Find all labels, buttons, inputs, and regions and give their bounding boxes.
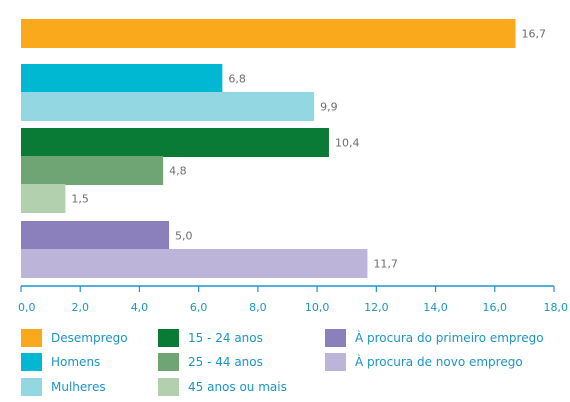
bar-homens (21, 64, 223, 93)
bar-value-label: 1,5 (71, 193, 89, 206)
x-tick-label: 0,0 (18, 301, 36, 314)
bar-value-label: 11,7 (373, 258, 398, 271)
bar-value-label: 4,8 (169, 165, 187, 178)
bar-value-label: 16,7 (522, 28, 547, 41)
x-tick-label: 12,0 (364, 301, 389, 314)
bar-desemprego (21, 19, 516, 48)
bar-value-label: 9,9 (320, 101, 338, 114)
x-tick-label: 8,0 (249, 301, 267, 314)
bar-value-label: 6,8 (228, 73, 246, 86)
x-tick-label: 6,0 (190, 301, 208, 314)
bar-15-24-anos (21, 128, 329, 157)
bar-25-44-anos (21, 156, 164, 185)
bar-value-label: 10,4 (335, 137, 360, 150)
bar-à-procura-de-novo-emprego (21, 249, 368, 278)
x-tick-label: 18,0 (544, 301, 569, 314)
x-tick-label: 16,0 (483, 301, 508, 314)
x-tick-label: 2,0 (71, 301, 89, 314)
bar-45-anos-ou-mais (21, 184, 66, 213)
x-tick-label: 14,0 (423, 301, 448, 314)
bar-value-label: 5,0 (175, 230, 193, 243)
bar-à-procura-do-primeiro-emprego (21, 221, 170, 250)
bar-mulheres (21, 92, 315, 121)
x-tick-label: 4,0 (131, 301, 149, 314)
x-tick-label: 10,0 (305, 301, 330, 314)
